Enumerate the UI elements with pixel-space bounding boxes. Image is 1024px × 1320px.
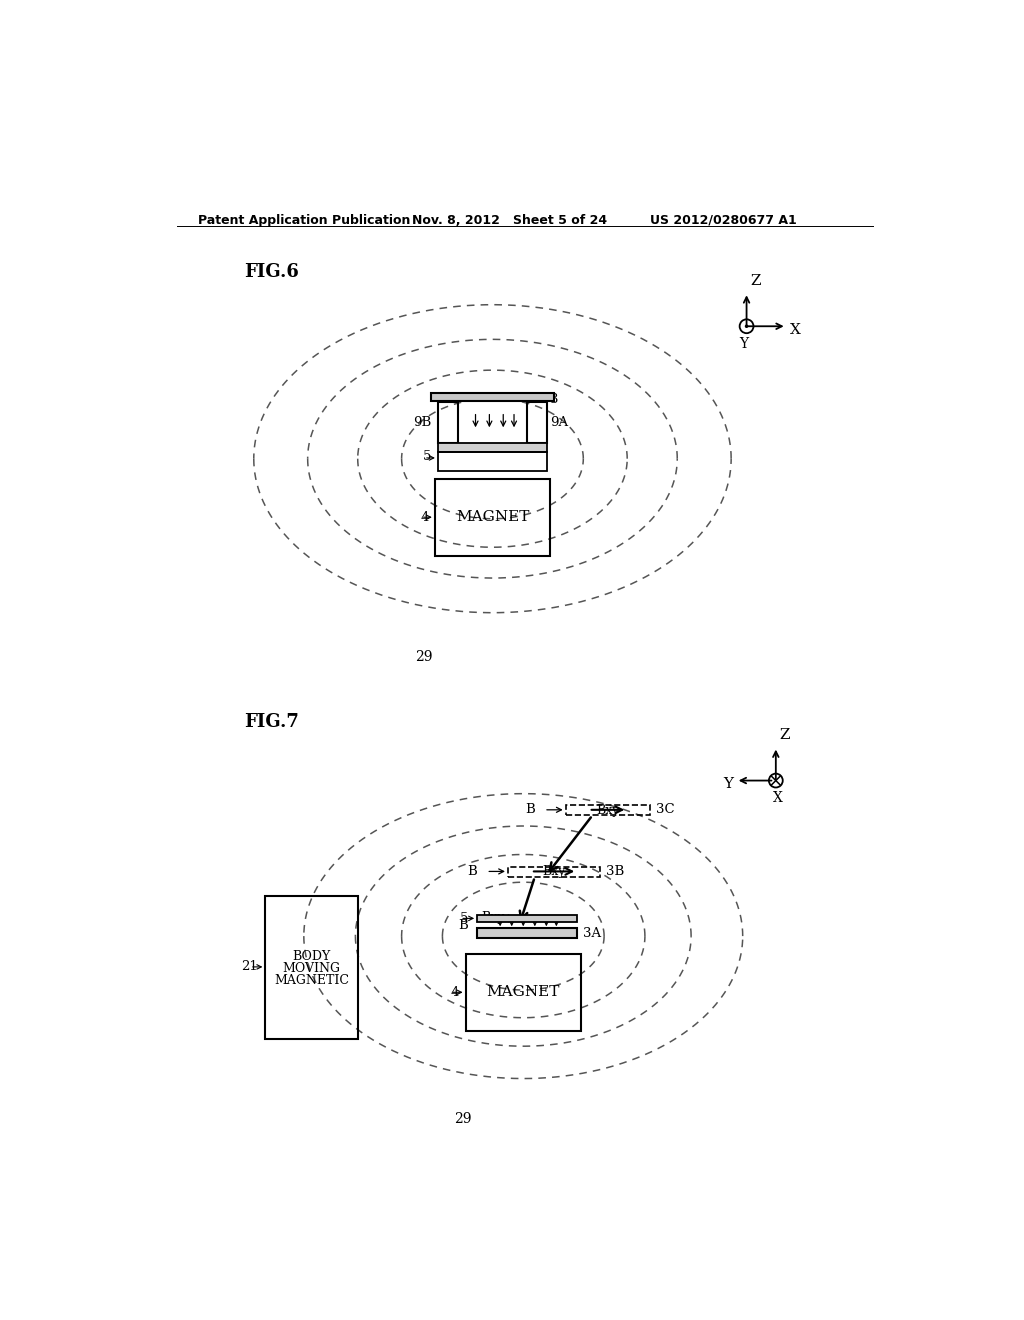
Bar — [477, 928, 578, 939]
Text: 9B: 9B — [414, 416, 432, 429]
Text: 3C: 3C — [656, 804, 675, 816]
Text: 5: 5 — [460, 912, 468, 925]
Text: B: B — [525, 804, 535, 816]
Text: Bxy: Bxy — [481, 911, 504, 924]
Text: MAGNET: MAGNET — [486, 985, 560, 999]
Bar — [435, 479, 550, 556]
Text: 21: 21 — [241, 961, 258, 973]
Text: Z: Z — [779, 729, 791, 742]
Bar — [431, 393, 554, 401]
Text: 3: 3 — [550, 393, 559, 407]
Text: Patent Application Publication: Patent Application Publication — [199, 214, 411, 227]
Text: 29: 29 — [454, 1111, 471, 1126]
Text: 3B: 3B — [606, 865, 625, 878]
Text: FIG.6: FIG.6 — [245, 263, 299, 281]
Text: Y: Y — [724, 777, 733, 792]
Bar — [466, 954, 581, 1031]
Text: 3A: 3A — [584, 927, 601, 940]
Text: X: X — [790, 323, 801, 337]
Text: US 2012/0280677 A1: US 2012/0280677 A1 — [650, 214, 797, 227]
Bar — [438, 442, 547, 451]
Text: MOVING: MOVING — [283, 962, 341, 975]
Bar — [477, 915, 578, 923]
Text: 29: 29 — [416, 649, 433, 664]
Text: B: B — [467, 865, 477, 878]
Text: 4: 4 — [420, 511, 429, 524]
Text: Bxy: Bxy — [543, 866, 566, 878]
Text: Z: Z — [751, 273, 761, 288]
Text: Nov. 8, 2012   Sheet 5 of 24: Nov. 8, 2012 Sheet 5 of 24 — [412, 214, 607, 227]
Text: Bxy: Bxy — [596, 804, 620, 817]
Text: B: B — [458, 919, 468, 932]
Bar — [438, 451, 547, 471]
Text: X: X — [772, 792, 782, 805]
Text: 9A: 9A — [550, 416, 568, 429]
Text: 4: 4 — [451, 986, 460, 999]
Text: MAGNETIC: MAGNETIC — [274, 974, 349, 987]
Bar — [438, 403, 458, 442]
Bar — [565, 805, 650, 816]
Bar — [265, 896, 357, 1039]
Circle shape — [744, 325, 749, 329]
Bar — [527, 403, 547, 442]
Text: Y: Y — [739, 337, 749, 351]
Text: 5: 5 — [423, 450, 432, 463]
Bar — [508, 867, 600, 876]
Text: FIG.7: FIG.7 — [245, 713, 299, 731]
Text: BODY: BODY — [293, 949, 331, 962]
Text: MAGNET: MAGNET — [456, 511, 529, 524]
